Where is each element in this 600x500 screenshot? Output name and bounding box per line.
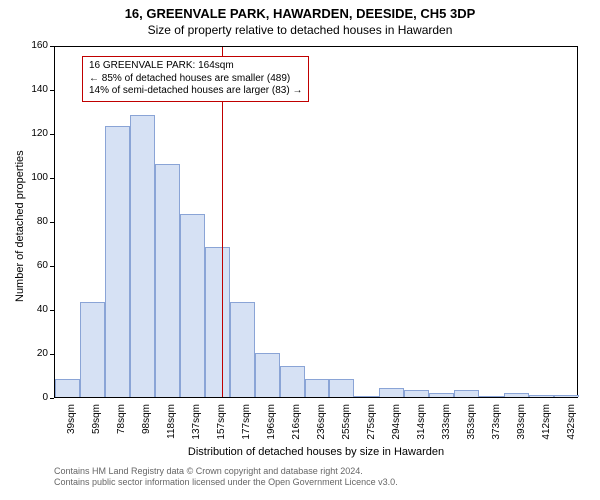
x-tick-label: 177sqm [241,404,252,449]
histogram-bar [55,379,80,397]
x-tick-label: 373sqm [491,404,502,449]
x-tick-label: 78sqm [116,404,127,449]
x-tick-label: 255sqm [341,404,352,449]
y-tick-mark [50,266,54,267]
histogram-bar [379,388,404,397]
histogram-bar [529,395,554,397]
y-tick-label: 100 [24,172,48,183]
y-tick-mark [50,178,54,179]
annotation-box: 16 GREENVALE PARK: 164sqm ← 85% of detac… [82,56,309,102]
y-tick-mark [50,134,54,135]
x-tick-label: 275sqm [366,404,377,449]
y-tick-label: 40 [24,304,48,315]
histogram-bar [354,396,379,397]
histogram-bar [504,393,529,397]
histogram-bar [105,126,130,397]
x-tick-label: 216sqm [291,404,302,449]
chart-title: 16, GREENVALE PARK, HAWARDEN, DEESIDE, C… [0,0,600,21]
x-tick-label: 98sqm [141,404,152,449]
histogram-bar [479,396,504,397]
histogram-bar [554,395,579,397]
chart-subtitle: Size of property relative to detached ho… [0,21,600,37]
y-tick-mark [50,398,54,399]
y-tick-mark [50,90,54,91]
y-tick-label: 120 [24,128,48,139]
histogram-bar [429,393,454,397]
x-tick-label: 59sqm [91,404,102,449]
annotation-line: 14% of semi-detached houses are larger (… [89,85,302,98]
footer-attribution: Contains HM Land Registry data © Crown c… [54,466,398,489]
histogram-bar [280,366,305,397]
x-tick-label: 157sqm [216,404,227,449]
x-tick-label: 412sqm [541,404,552,449]
histogram-bar [180,214,205,397]
y-tick-mark [50,46,54,47]
y-tick-label: 0 [24,392,48,403]
x-tick-label: 118sqm [166,404,177,449]
histogram-bar [230,302,255,397]
y-tick-label: 140 [24,84,48,95]
y-tick-mark [50,222,54,223]
x-tick-label: 196sqm [266,404,277,449]
annotation-line: ← 85% of detached houses are smaller (48… [89,73,302,86]
histogram-bar [205,247,230,397]
x-tick-label: 314sqm [416,404,427,449]
histogram-bar [130,115,155,397]
y-tick-label: 20 [24,348,48,359]
x-tick-label: 137sqm [191,404,202,449]
y-tick-mark [50,354,54,355]
chart-container: 16, GREENVALE PARK, HAWARDEN, DEESIDE, C… [0,0,600,500]
x-tick-label: 333sqm [441,404,452,449]
y-tick-mark [50,310,54,311]
x-tick-label: 236sqm [316,404,327,449]
x-tick-label: 294sqm [391,404,402,449]
footer-line: Contains HM Land Registry data © Crown c… [54,466,398,477]
histogram-bar [255,353,280,397]
annotation-line: 16 GREENVALE PARK: 164sqm [89,60,302,73]
histogram-bar [305,379,330,397]
histogram-bar [454,390,479,397]
x-tick-label: 353sqm [466,404,477,449]
y-tick-label: 160 [24,40,48,51]
histogram-bar [80,302,105,397]
histogram-bar [155,164,180,397]
histogram-bar [404,390,429,397]
y-tick-label: 60 [24,260,48,271]
x-tick-label: 39sqm [66,404,77,449]
y-tick-label: 80 [24,216,48,227]
x-tick-label: 432sqm [566,404,577,449]
histogram-bar [329,379,354,397]
x-tick-label: 393sqm [516,404,527,449]
footer-line: Contains public sector information licen… [54,477,398,488]
